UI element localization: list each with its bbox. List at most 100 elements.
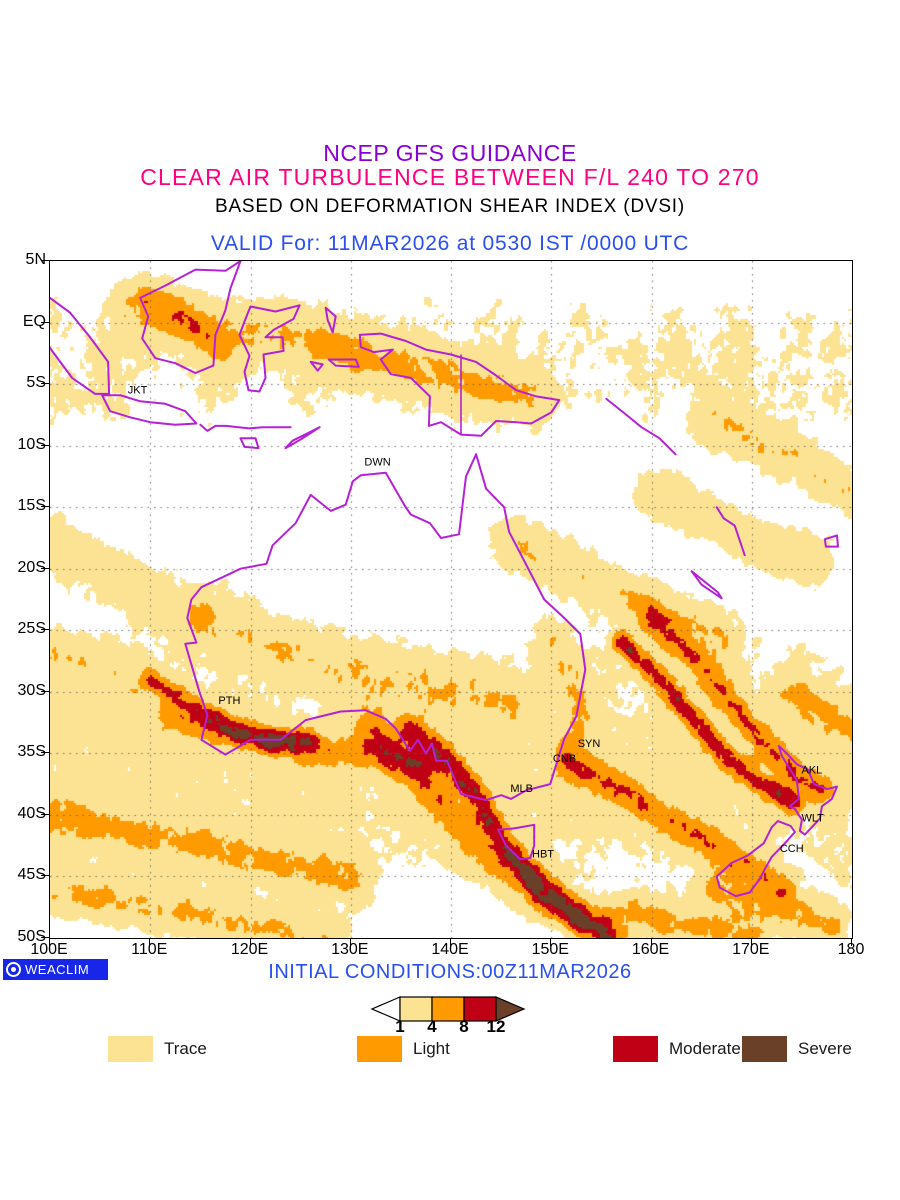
coastline-path	[327, 358, 360, 368]
valid-time-label: VALID For: 11MAR2026 at 0530 IST /0000 U…	[210, 232, 690, 255]
coastline-path	[358, 332, 561, 437]
turbulence-field-canvas	[50, 261, 852, 938]
legend-item-label: Moderate	[669, 1039, 741, 1058]
y-axis-tick-mark	[41, 383, 49, 385]
circle-icon	[6, 962, 21, 977]
y-axis-tick-label: 10S	[17, 435, 46, 453]
legend-item: Light	[357, 1036, 450, 1062]
coastline-path	[309, 360, 324, 372]
y-axis-tick-label: 50S	[17, 928, 46, 945]
city-label: JKT	[128, 385, 148, 397]
coastline-path	[497, 823, 536, 861]
city-label: CCH	[780, 843, 804, 855]
x-axis-tick-label: 110E	[131, 941, 168, 958]
page-title-main: NCEP GFS GUIDANCE	[323, 140, 577, 166]
legend-color-swatch	[108, 1036, 153, 1062]
coastline-path	[715, 506, 746, 557]
colorbar-tick-label: 1	[395, 1017, 405, 1036]
severity-legend: Trace Light Moderate Severe	[0, 1036, 900, 1064]
colorbar-ticks: 1 4 8 12	[370, 1017, 530, 1037]
coastline-path	[101, 394, 198, 426]
x-axis-tick-mark	[349, 938, 351, 946]
x-axis-tick-mark	[149, 938, 151, 946]
coastline-path	[715, 820, 796, 898]
coastline-path	[690, 570, 723, 600]
x-axis-tick-mark	[49, 938, 50, 946]
x-axis-tick-label: 120E	[230, 941, 269, 958]
y-axis-tick-mark	[41, 813, 49, 815]
page-title-subject: CLEAR AIR TURBULENCE BETWEEN F/L 240 TO …	[140, 164, 760, 190]
city-label: CNB	[553, 753, 576, 765]
city-label: WLT	[801, 813, 824, 825]
x-axis-tick-label: 130E	[331, 941, 369, 958]
legend-color-swatch	[613, 1036, 658, 1062]
x-axis-tick-label: 180	[837, 941, 865, 958]
legend-item: Trace	[108, 1036, 207, 1062]
y-axis-tick-mark	[41, 444, 49, 446]
legend-item: Moderate	[613, 1036, 741, 1062]
coastline-path	[238, 304, 301, 393]
x-axis-tick-mark	[851, 938, 852, 946]
y-axis-tick-mark	[41, 260, 49, 261]
weaclim-logo: WEACLIM	[3, 959, 108, 980]
colorbar-segment	[431, 996, 465, 1022]
y-axis-tick-mark	[41, 321, 49, 323]
legend-item-label: Trace	[164, 1039, 207, 1058]
initial-conditions-label: INITIAL CONDITIONS:00Z11MAR2026	[268, 961, 632, 983]
legend-color-swatch	[357, 1036, 402, 1062]
coastline-path	[50, 296, 111, 395]
x-axis-tick-label: 170E	[732, 941, 770, 958]
city-label: DWN	[364, 456, 390, 468]
coastline-path	[777, 745, 838, 836]
legend-item-label: Light	[413, 1039, 450, 1058]
city-label: PTH	[218, 695, 240, 707]
legend-item-label: Severe	[798, 1039, 852, 1058]
colorbar-over-arrow	[495, 996, 526, 1022]
y-axis-tick-mark	[41, 690, 49, 692]
city-label: HBT	[532, 848, 554, 860]
y-axis-tick-mark	[41, 567, 49, 569]
map-plot-area: JKT DWN PTH SYN CNB MLB HBT AKL WLT CCH	[49, 260, 853, 939]
colorbar-segment	[463, 996, 497, 1022]
y-axis-tick-label: 30S	[17, 681, 46, 699]
y-axis-tick-label: 5N	[25, 251, 46, 268]
x-axis-tick-mark	[650, 938, 652, 946]
y-axis-tick-label: 20S	[17, 558, 46, 576]
coastline-path	[284, 426, 321, 450]
x-axis-tick-mark	[550, 938, 552, 946]
page-title-basis: BASED ON DEFORMATION SHEAR INDEX (DVSI)	[214, 196, 685, 217]
city-label: MLB	[510, 783, 533, 795]
colorbar-tick-label: 4	[427, 1017, 437, 1036]
x-axis-tick-mark	[750, 938, 752, 946]
coastline-path	[184, 453, 587, 802]
coastline-path	[239, 437, 260, 450]
y-axis-tick-label: 45S	[17, 866, 46, 884]
colorbar-graphic	[370, 996, 526, 1022]
y-axis-tick-mark	[41, 752, 49, 754]
y-axis-tick-label: 5S	[26, 374, 46, 392]
y-axis-tick-label: 15S	[17, 497, 46, 515]
x-axis-tick-label: 100E	[30, 941, 68, 958]
x-axis-tick-label: 150E	[531, 941, 569, 958]
colorbar	[370, 995, 530, 1025]
colorbar-tick-label: 12	[486, 1017, 506, 1036]
city-label: SYN	[578, 738, 601, 750]
weaclim-logo-label: WEACLIM	[25, 962, 90, 977]
coastline-path	[324, 306, 337, 334]
colorbar-tick-label: 8	[459, 1017, 469, 1036]
coastline-path	[605, 397, 677, 456]
y-axis-tick-label: 35S	[17, 743, 46, 761]
y-axis-tick-mark	[41, 506, 49, 508]
x-axis-tick-mark	[249, 938, 251, 946]
y-axis-tick-mark	[41, 629, 49, 631]
y-axis-tick-label: 25S	[17, 620, 46, 638]
x-axis-tick-label: 140E	[431, 941, 469, 958]
city-label: AKL	[801, 764, 822, 776]
y-axis-tick-label: 40S	[17, 804, 46, 822]
legend-item: Severe	[742, 1036, 852, 1062]
y-axis-tick-mark	[41, 875, 49, 877]
y-axis-tick-label: EQ	[22, 312, 46, 330]
y-axis-tick-mark	[41, 937, 49, 938]
